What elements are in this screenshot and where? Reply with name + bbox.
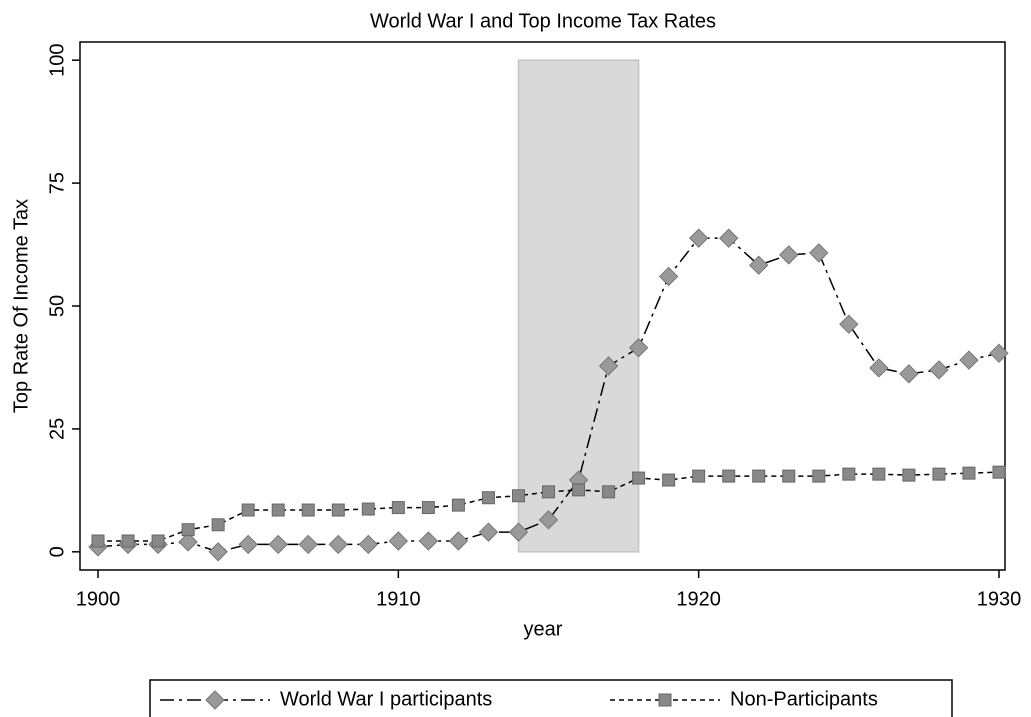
y-tick-label: 25 bbox=[46, 418, 68, 440]
shaded-region bbox=[517, 59, 640, 553]
data-point bbox=[238, 534, 258, 555]
data-point bbox=[391, 501, 405, 515]
data-point bbox=[208, 542, 228, 562]
data-point bbox=[722, 469, 736, 483]
y-tick-label: 75 bbox=[46, 172, 68, 194]
legend-label: Non-Participants bbox=[730, 688, 878, 710]
data-point bbox=[542, 485, 556, 499]
data-point bbox=[632, 471, 646, 485]
data-point bbox=[358, 534, 379, 555]
x-tick-label: 1900 bbox=[76, 588, 121, 610]
data-point bbox=[511, 489, 525, 503]
data-point bbox=[628, 338, 649, 358]
data-point bbox=[662, 473, 676, 487]
data-point bbox=[899, 364, 919, 384]
data-point bbox=[872, 467, 886, 481]
data-point bbox=[932, 467, 946, 481]
data-point bbox=[388, 531, 409, 551]
data-point bbox=[268, 534, 288, 555]
data-point bbox=[538, 510, 559, 530]
data-point bbox=[331, 503, 345, 517]
y-tick-label: 100 bbox=[46, 44, 68, 77]
legend-box bbox=[149, 679, 953, 717]
data-point bbox=[692, 469, 706, 483]
data-point bbox=[451, 498, 465, 512]
data-point bbox=[602, 485, 616, 499]
data-point bbox=[572, 483, 586, 497]
legend: World War I participants Non-Participants bbox=[149, 679, 953, 717]
data-point bbox=[211, 518, 225, 532]
data-point bbox=[418, 531, 439, 551]
data-point bbox=[478, 522, 499, 542]
data-point bbox=[151, 534, 165, 548]
data-point bbox=[361, 502, 375, 516]
data-point bbox=[839, 314, 859, 334]
x-axis-label: year bbox=[524, 618, 563, 640]
data-point bbox=[121, 534, 135, 548]
data-point bbox=[809, 243, 829, 263]
data-point bbox=[328, 534, 348, 555]
data-point bbox=[962, 466, 976, 480]
data-point bbox=[301, 503, 315, 517]
data-point bbox=[992, 465, 1006, 479]
data-point bbox=[902, 468, 916, 482]
data-point bbox=[298, 534, 318, 555]
legend-marker bbox=[658, 693, 672, 707]
data-point bbox=[842, 467, 856, 481]
data-point bbox=[481, 491, 495, 505]
data-point bbox=[959, 350, 979, 370]
data-point bbox=[508, 522, 529, 542]
legend-marker bbox=[205, 690, 225, 710]
data-point bbox=[812, 469, 826, 483]
x-tick-label: 1930 bbox=[977, 588, 1022, 610]
chart-title: World War I and Top Income Tax Rates bbox=[370, 10, 716, 32]
data-point bbox=[869, 358, 889, 378]
data-point bbox=[598, 356, 619, 376]
data-point bbox=[241, 503, 255, 517]
data-point bbox=[718, 228, 739, 248]
data-point bbox=[271, 503, 285, 517]
data-point bbox=[658, 266, 679, 287]
y-axis-label: Top Rate Of Income Tax bbox=[10, 199, 32, 413]
data-point bbox=[782, 469, 796, 483]
data-point bbox=[929, 360, 949, 380]
data-point bbox=[181, 523, 195, 537]
data-point bbox=[749, 255, 769, 275]
data-point bbox=[91, 534, 105, 548]
data-point bbox=[752, 469, 766, 483]
legend-label: World War I participants bbox=[280, 688, 492, 710]
data-point bbox=[421, 501, 435, 515]
x-tick-label: 1910 bbox=[376, 588, 421, 610]
data-point bbox=[779, 245, 799, 265]
x-tick-label: 1920 bbox=[676, 588, 721, 610]
y-tick-label: 50 bbox=[46, 295, 68, 317]
data-point bbox=[989, 343, 1009, 363]
data-point bbox=[448, 531, 469, 551]
data-point bbox=[688, 228, 709, 248]
data-point bbox=[178, 532, 198, 552]
y-tick-label: 0 bbox=[46, 546, 68, 557]
